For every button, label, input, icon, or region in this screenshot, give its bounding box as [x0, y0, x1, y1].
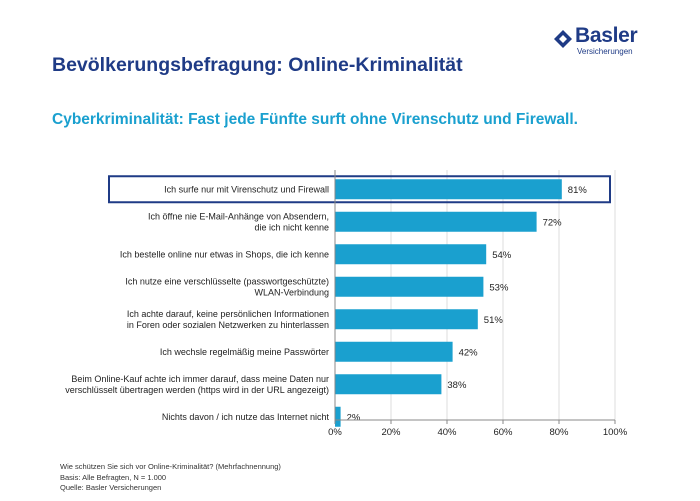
x-tick-label: 60% — [493, 427, 513, 438]
x-tick-label: 20% — [381, 427, 401, 438]
value-label: 51% — [484, 315, 504, 326]
x-tick-label: 0% — [328, 427, 342, 438]
value-label: 54% — [492, 250, 512, 261]
value-label: 81% — [568, 185, 588, 196]
footer-notes: Wie schützen Sie sich vor Online-Krimina… — [60, 462, 281, 494]
bar — [335, 309, 478, 330]
page-title: Bevölkerungsbefragung: Online-Kriminalit… — [52, 54, 463, 76]
bar — [335, 374, 442, 395]
category-label: Ich öffne nie E-Mail-Anhänge von Absende… — [148, 211, 329, 232]
x-tick-label: 100% — [603, 427, 628, 438]
category-label: Beim Online-Kauf achte ich immer darauf,… — [65, 374, 329, 395]
highlight-box — [108, 175, 611, 204]
brand-name: Basler — [575, 24, 638, 47]
value-label: 42% — [459, 347, 479, 358]
footer-question: Wie schützen Sie sich vor Online-Krimina… — [60, 462, 281, 471]
brand-logo: Basler Versicherungen — [553, 24, 673, 59]
bar — [335, 276, 484, 297]
diamond-logo-icon — [554, 30, 572, 48]
category-label: Ich surfe nur mit Virenschutz und Firewa… — [164, 184, 329, 194]
brand-subtitle: Versicherungen — [577, 47, 633, 56]
x-tick-label: 40% — [437, 427, 457, 438]
category-label: Ich achte darauf, keine persönlichen Inf… — [127, 309, 329, 330]
bar — [335, 406, 341, 427]
category-label: Ich bestelle online nur etwas in Shops, … — [120, 249, 329, 259]
category-label: Nichts davon / ich nutze das Internet ni… — [162, 412, 330, 422]
footer-basis: Basis: Alle Befragten, N = 1.000 — [60, 472, 167, 482]
bar — [335, 211, 537, 232]
category-label: Ich wechsle regelmäßig meine Passwörter — [160, 347, 329, 357]
bar — [335, 179, 562, 200]
bar — [335, 244, 487, 265]
value-label: 2% — [347, 412, 361, 423]
bar — [335, 341, 453, 362]
value-label: 53% — [489, 282, 509, 293]
x-tick-label: 80% — [549, 427, 569, 438]
chart-subtitle: Cyberkriminalität: Fast jede Fünfte surf… — [52, 111, 578, 128]
value-label: 72% — [543, 217, 563, 228]
footer-source: Quelle: Basler Versicherungen — [60, 483, 162, 492]
value-label: 38% — [447, 380, 467, 391]
category-label: Ich nutze eine verschlüsselte (passwortg… — [125, 276, 329, 297]
